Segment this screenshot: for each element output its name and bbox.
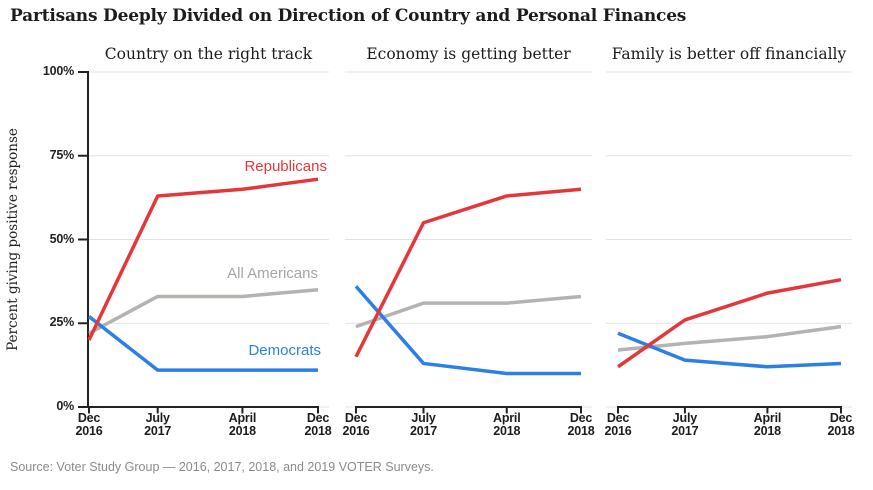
x-tick-label-line: 2018	[753, 423, 781, 438]
x-tick-label-line: 2018	[493, 423, 521, 438]
x-tick-label-line: Dec	[306, 411, 330, 425]
x-tick-label: July 2017	[130, 412, 186, 437]
chart-title: Partisans Deeply Divided on Direction of…	[10, 6, 687, 26]
x-tick-label: July 2017	[396, 412, 452, 437]
series-label-all-americans: All Americans	[227, 265, 318, 282]
x-tick-label-line: 2018	[304, 423, 332, 438]
y-tick-75: 75%	[49, 148, 75, 162]
x-tick-label: April 2018	[214, 412, 270, 437]
x-tick-label-line: 2016	[604, 423, 632, 438]
y-tick-0: 0%	[56, 399, 74, 413]
x-tick-label: July 2017	[657, 412, 713, 437]
x-tick-label-line: April	[753, 411, 782, 425]
x-tick-label-line: Dec	[606, 411, 630, 425]
x-tick-label-line: April	[228, 411, 257, 425]
x-tick-label-line: Dec	[77, 411, 101, 425]
x-tick-label-line: 2017	[409, 423, 437, 438]
y-tick-50: 50%	[49, 232, 75, 246]
panel-title-country: Country on the right track	[104, 45, 313, 63]
x-tick-label-line: 2016	[75, 423, 103, 438]
series-label-democrats: Democrats	[248, 342, 321, 359]
x-tick-label-line: 2018	[567, 423, 595, 438]
source-note: Source: Voter Study Group — 2016, 2017, …	[10, 460, 434, 474]
y-tick-25: 25%	[49, 315, 75, 329]
panel-title-family: Family is better off financially	[611, 45, 847, 63]
x-tick-label-line: 2018	[827, 423, 855, 438]
panel-title-economy: Economy is getting better	[366, 45, 571, 63]
line-republicans	[354, 187, 582, 358]
x-tick-label: Dec 2018	[553, 412, 609, 437]
line-democrats	[87, 315, 318, 372]
line-all-americans	[88, 288, 319, 335]
x-tick-label-line: 2016	[342, 423, 370, 438]
x-tick-label: Dec 2016	[328, 412, 384, 437]
x-tick-label-line: July	[411, 411, 436, 425]
line-all-americans	[355, 294, 582, 329]
series-label-republicans: Republicans	[244, 158, 327, 175]
x-tick-label-line: 2017	[671, 423, 699, 438]
x-tick-label-line: Dec	[569, 411, 593, 425]
x-tick-label: April 2018	[739, 412, 795, 437]
x-tick-label-line: 2018	[228, 423, 256, 438]
x-tick-label-line: 2017	[144, 423, 172, 438]
line-democrats	[354, 285, 581, 376]
x-tick-label-line: April	[493, 411, 521, 425]
line-republicans	[87, 177, 319, 341]
x-tick-label: Dec 2016	[590, 412, 646, 437]
x-tick-label: Dec 2016	[61, 412, 117, 437]
x-tick-label-line: July	[145, 411, 170, 425]
x-tick-label-line: Dec	[829, 411, 853, 425]
line-democrats	[617, 331, 842, 369]
x-tick-label: April 2018	[479, 412, 535, 437]
x-tick-label: Dec 2018	[813, 412, 869, 437]
y-tick-100: 100%	[42, 64, 74, 78]
line-republicans	[616, 277, 842, 369]
x-tick-label-line: July	[672, 411, 697, 425]
x-tick-label: Dec 2018	[290, 412, 346, 437]
x-tick-label-line: Dec	[344, 411, 368, 425]
